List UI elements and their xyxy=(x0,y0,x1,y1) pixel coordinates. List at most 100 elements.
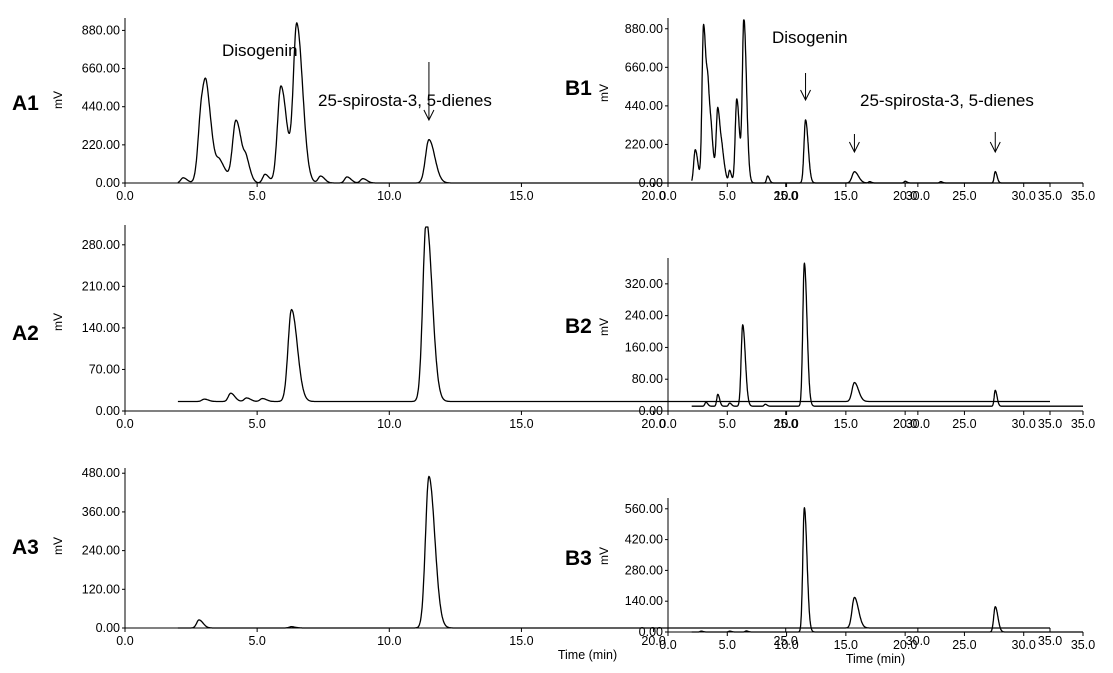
x-tick-label: 5.0 xyxy=(248,634,265,648)
panel-label: B1 xyxy=(565,77,592,100)
x-tick-label: 35.0 xyxy=(1038,634,1062,648)
y-tick-label: 140.00 xyxy=(625,594,663,608)
x-tick-label: 0.0 xyxy=(116,634,133,648)
x-tick-label: 0.0 xyxy=(659,638,676,652)
x-tick-label: 15.0 xyxy=(834,189,858,203)
y-axis-label: mV xyxy=(51,537,65,555)
y-tick-label: 360.00 xyxy=(82,505,120,519)
chromatogram-trace xyxy=(177,475,1051,629)
x-tick-label: 30.0 xyxy=(1012,189,1036,203)
x-axis-label: Time (min) xyxy=(846,652,905,666)
y-tick-label: 220.00 xyxy=(82,138,120,152)
x-tick-label: 30.0 xyxy=(1012,417,1036,431)
chromatogram-trace xyxy=(177,226,1051,403)
y-tick-label: 660.00 xyxy=(625,60,663,74)
x-tick-label: 0.0 xyxy=(116,417,133,431)
x-tick-label: 5.0 xyxy=(248,189,265,203)
y-tick-label: 70.00 xyxy=(89,362,120,376)
x-tick-label: 15.0 xyxy=(834,638,858,652)
y-axis-label: mV xyxy=(597,547,611,565)
x-tick-label: 30.0 xyxy=(906,634,930,648)
x-tick-label: 20.0 xyxy=(893,417,917,431)
x-tick-label: 0.0 xyxy=(659,189,676,203)
y-tick-label: 0.00 xyxy=(96,621,120,635)
x-axis-label: Time (min) xyxy=(558,648,617,662)
panel-label: A2 xyxy=(12,322,39,345)
x-tick-label: 30.0 xyxy=(906,417,930,431)
y-axis-label: mV xyxy=(51,313,65,331)
x-tick-label: 15.0 xyxy=(509,417,533,431)
chart-panel-b2: B2 mV0.0 5.0 10.0 15.0 20.0 25.0 30.0 35.00.0080… xyxy=(565,258,1095,431)
x-tick-label: 20.0 xyxy=(641,634,665,648)
y-tick-label: 880.00 xyxy=(82,23,120,37)
y-tick-label: 240.00 xyxy=(82,544,120,558)
x-tick-label: 5.0 xyxy=(719,417,736,431)
peak-annotation-label: 25-spirosta-3, 5-dienes xyxy=(860,91,1034,110)
chromatogram-trace xyxy=(691,507,1084,633)
x-tick-label: 5.0 xyxy=(719,638,736,652)
x-tick-label: 25.0 xyxy=(952,189,976,203)
x-tick-label: 0.0 xyxy=(659,417,676,431)
x-tick-label: 15.0 xyxy=(834,417,858,431)
y-tick-label: 480.00 xyxy=(82,466,120,480)
y-tick-label: 440.00 xyxy=(625,99,663,113)
x-tick-label: 20.0 xyxy=(641,417,665,431)
x-tick-label: 10.0 xyxy=(774,417,798,431)
x-tick-label: 10.0 xyxy=(774,638,798,652)
x-tick-label: 25.0 xyxy=(774,189,798,203)
y-tick-label: 660.00 xyxy=(82,62,120,76)
panel-label: B2 xyxy=(565,315,592,338)
panel-label: A3 xyxy=(12,536,39,559)
x-tick-label: 15.0 xyxy=(509,634,533,648)
x-tick-label: 10.0 xyxy=(774,189,798,203)
x-tick-label: 25.0 xyxy=(774,417,798,431)
chart-panel-b3: B3 mV0.0 5.0 10.0 15.0 20.0 25.0 30.0 35.00.0014… xyxy=(565,498,1095,666)
y-tick-label: 220.00 xyxy=(625,137,663,151)
x-tick-label: 5.0 xyxy=(248,417,265,431)
peak-annotation-label: Disogenin xyxy=(772,28,848,47)
y-tick-label: 880.00 xyxy=(625,22,663,36)
annotation-arrow-head xyxy=(848,141,860,154)
annotation-arrow-head xyxy=(800,89,811,102)
annotation-arrow-head xyxy=(989,141,1001,154)
panel-label: A1 xyxy=(12,92,39,115)
panel-label: B3 xyxy=(565,547,592,570)
y-tick-label: 0.00 xyxy=(639,404,663,418)
x-tick-label: 20.0 xyxy=(893,638,917,652)
chart-panel-b1: B1 mV0.0 5.0 10.0 15.0 20.0 25.0 30.0 35.00.0022… xyxy=(565,18,1095,203)
peak-annotation-label: Disogenin xyxy=(222,41,298,60)
y-tick-label: 240.00 xyxy=(625,309,663,323)
y-tick-label: 420.00 xyxy=(625,533,663,547)
y-tick-label: 560.00 xyxy=(625,502,663,516)
x-tick-label: 25.0 xyxy=(774,634,798,648)
y-tick-label: 280.00 xyxy=(82,238,120,252)
chart-panel-a1: A1 mV0.0 5.0 10.0 15.0 20.0 25.0 30.0 35.00.0022… xyxy=(12,18,1062,203)
y-tick-label: 320.00 xyxy=(625,277,663,291)
x-tick-label: 35.0 xyxy=(1038,417,1062,431)
x-tick-label: 10.0 xyxy=(377,417,401,431)
y-axis-label: mV xyxy=(51,91,65,109)
y-axis-label: mV xyxy=(597,318,611,336)
x-tick-label: 25.0 xyxy=(952,417,976,431)
x-tick-label: 35.0 xyxy=(1038,189,1062,203)
x-tick-label: 20.0 xyxy=(893,189,917,203)
x-tick-label: 5.0 xyxy=(719,189,736,203)
y-tick-label: 210.00 xyxy=(82,279,120,293)
x-tick-label: 30.0 xyxy=(906,189,930,203)
chromatogram-trace xyxy=(691,19,1084,184)
x-tick-label: 10.0 xyxy=(377,634,401,648)
y-tick-label: 0.00 xyxy=(639,176,663,190)
y-tick-label: 140.00 xyxy=(82,321,120,335)
y-tick-label: 120.00 xyxy=(82,582,120,596)
x-tick-label: 0.0 xyxy=(116,189,133,203)
y-tick-label: 160.00 xyxy=(625,340,663,354)
x-tick-label: 10.0 xyxy=(377,189,401,203)
y-tick-label: 0.00 xyxy=(639,625,663,639)
y-tick-label: 280.00 xyxy=(625,563,663,577)
x-tick-label: 30.0 xyxy=(1012,638,1036,652)
x-tick-label: 35.0 xyxy=(1071,417,1095,431)
y-tick-label: 0.00 xyxy=(96,176,120,190)
y-tick-label: 440.00 xyxy=(82,100,120,114)
x-tick-label: 15.0 xyxy=(509,189,533,203)
x-tick-label: 20.0 xyxy=(641,189,665,203)
